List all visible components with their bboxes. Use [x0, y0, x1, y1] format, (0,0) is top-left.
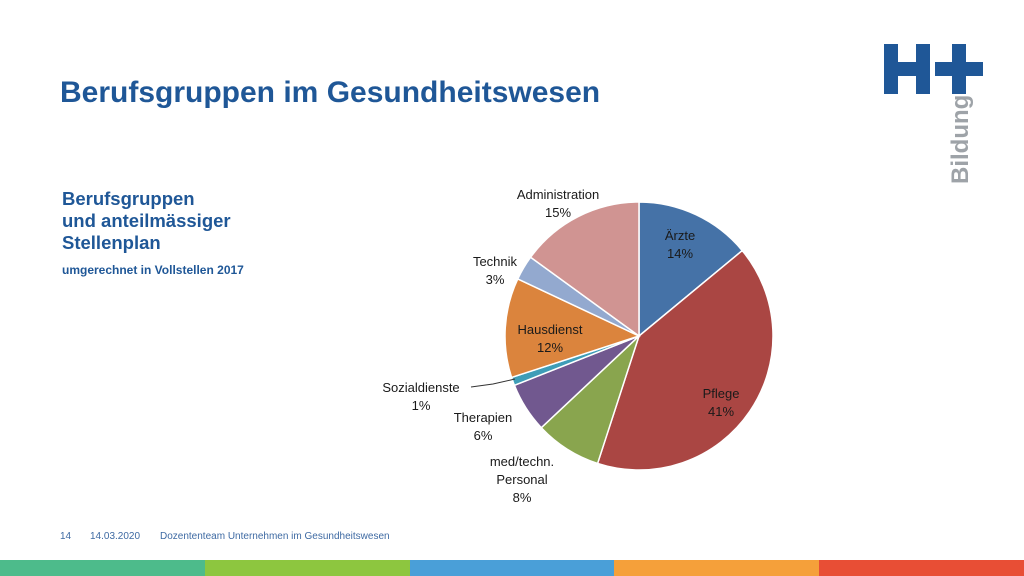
stripe-segment-2 [204, 560, 411, 576]
footer-text: Dozententeam Unternehmen im Gesundheitsw… [160, 531, 390, 542]
stripe-segment-5 [819, 560, 1024, 576]
pie-slice-6 [504, 277, 642, 379]
side-heading: Berufsgruppen und anteilmässiger Stellen… [62, 188, 231, 254]
pie-slice-2 [596, 249, 774, 471]
pie-label-3: med/techn. Personal 8% [490, 454, 554, 505]
pie-label-8: Administration 15% [517, 187, 599, 220]
pie-label-6: Hausdienst 12% [517, 322, 582, 355]
pie-label-4: Therapien 6% [454, 410, 513, 443]
pie-slice-1 [638, 201, 744, 338]
side-heading-line1: Berufsgruppen [62, 188, 195, 209]
stripe-segment-3 [409, 560, 616, 576]
page-number: 14 [60, 531, 72, 542]
pie-label-1: Ärzte 14% [665, 228, 695, 261]
stripe-segment-4 [614, 560, 821, 576]
page-title: Berufsgruppen im Gesundheitswesen [60, 76, 601, 109]
svg-text:Bildung: Bildung [947, 95, 974, 184]
pie-label-2: Pflege 41% [703, 386, 740, 419]
pie-slice-8 [529, 201, 640, 338]
hplus-bildung-logo: Bildung [884, 44, 983, 184]
pie-label-7: Technik 3% [473, 254, 518, 287]
sozialdienste-leader-line [470, 378, 516, 388]
side-subheading: umgerechnet in Vollstellen 2017 [62, 263, 244, 277]
footer-date: 14.03.2020 [90, 531, 141, 542]
side-heading-line3: Stellenplan [62, 232, 161, 253]
stripe-segment-1 [0, 560, 206, 576]
side-heading-line2: und anteilmässiger [62, 210, 231, 231]
pie-label-5: Sozialdienste 1% [382, 380, 459, 413]
